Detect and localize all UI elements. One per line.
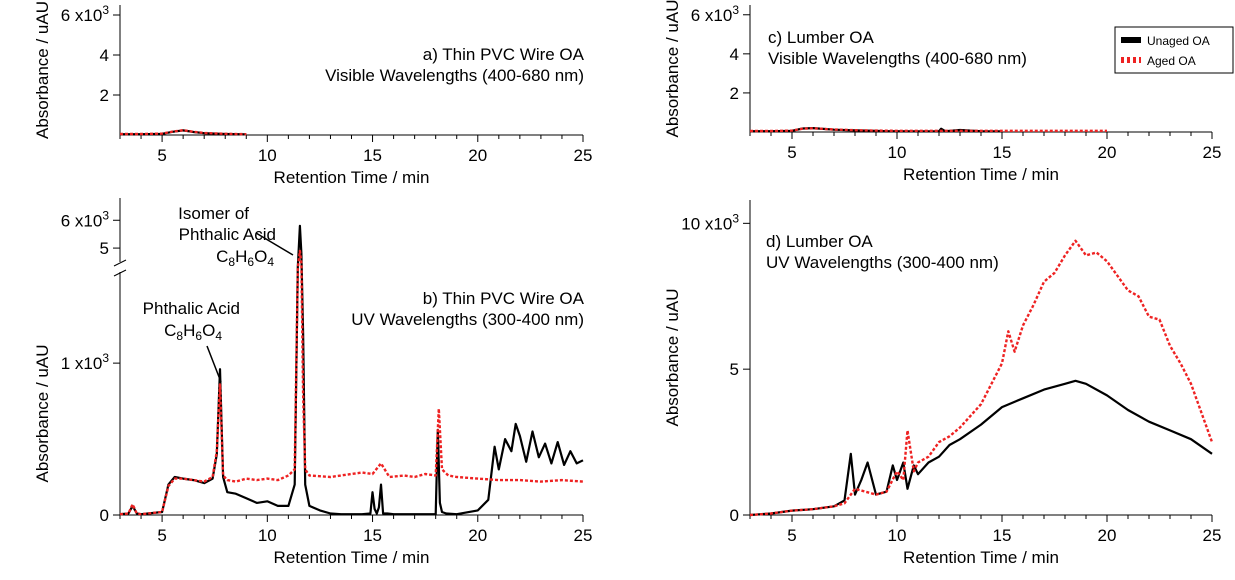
series-b-aged	[119, 249, 584, 516]
legend-label-aged: Aged OA	[1147, 54, 1196, 68]
chart-c: 5 10 15 20 25 Retention Time / min 2 4 6 x103 Abs…	[663, 0, 1221, 184]
x-axis-title-d: Retention Time / min	[903, 548, 1059, 567]
x-tick-label-b-1: 10	[258, 526, 277, 545]
y-tick-label-b-low-1: 1 x103	[61, 351, 110, 373]
panel-label-b-1: UV Wavelengths (300-400 nm)	[351, 310, 584, 329]
x-tick-label-c-1: 10	[888, 143, 907, 162]
y-axis-title-b: Absorbance / uAU	[33, 345, 52, 483]
x-tick-label-c-3: 20	[1098, 143, 1117, 162]
y-tick-label-d-0: 0	[730, 506, 739, 525]
annotation-isomer-formula: C8H6O4	[216, 247, 274, 269]
x-axis-title-a: Retention Time / min	[274, 168, 430, 187]
y-tick-label-d-2: 10 x103	[681, 211, 739, 233]
annotation-phthalic-acid-pointer	[206, 345, 222, 383]
series-b-unaged	[119, 224, 584, 516]
panel-label-c-1: Visible Wavelengths (400-680 nm)	[768, 49, 1027, 68]
x-tick-label-c-0: 5	[787, 143, 796, 162]
x-axis-title-c: Retention Time / min	[903, 165, 1059, 184]
y-tick-label-b-up-1: 6 x103	[61, 208, 110, 230]
annotation-phthalic-acid-name: Phthalic Acid	[143, 299, 240, 318]
y-axis-title-c: Absorbance / uAU	[663, 0, 682, 137]
series-d-aged	[749, 239, 1214, 517]
x-tick-label-a-1: 10	[258, 146, 277, 165]
chart-d: 5 10 15 20 25 Retention Time / min 0 5 10 x103 Ab…	[663, 200, 1221, 567]
annotation-phthalic-acid-formula: C8H6O4	[164, 321, 222, 343]
y-tick-label-a-2: 6 x103	[61, 3, 110, 25]
x-tick-label-a-2: 15	[363, 146, 382, 165]
chart-a: 5 10 15 20 25 Retention Time / min 2 4 6 x103 Abs…	[33, 1, 592, 187]
series-a-unaged	[120, 129, 247, 136]
y-axis-title-d: Absorbance / uAU	[663, 289, 682, 427]
legend-box	[1114, 26, 1234, 74]
y-tick-label-c-2: 6 x103	[691, 3, 740, 25]
series-d-unaged	[749, 379, 1213, 517]
panel-label-a-0: a) Thin PVC Wire OA	[423, 45, 585, 64]
x-axis-title-b: Retention Time / min	[274, 548, 430, 567]
x-tick-label-d-4: 25	[1203, 526, 1222, 545]
annotation-isomer-name-1: Phthalic Acid	[179, 225, 276, 244]
x-tick-label-d-3: 20	[1098, 526, 1117, 545]
x-tick-label-c-2: 15	[993, 143, 1012, 162]
x-tick-label-c-4: 25	[1203, 143, 1222, 162]
legend-label-unaged: Unaged OA	[1147, 34, 1210, 48]
y-tick-label-c-1: 4	[730, 45, 739, 64]
panel-label-a-1: Visible Wavelengths (400-680 nm)	[325, 66, 584, 85]
annotation-isomer-name-0: Isomer of	[178, 204, 249, 223]
y-axis-title-a: Absorbance / uAU	[33, 1, 52, 139]
x-tick-label-a-0: 5	[157, 146, 166, 165]
x-tick-label-a-3: 20	[468, 146, 487, 165]
axis-break-mark-lower	[113, 269, 127, 277]
y-tick-label-c-0: 2	[730, 84, 739, 103]
chart-b: 5 10 15 20 25 Retention Time / min 0 1 x103 5 6 x…	[33, 198, 592, 567]
annotation-isomer-pointer	[255, 232, 294, 256]
panel-label-d-0: d) Lumber OA	[766, 232, 873, 251]
axis-break-mark-upper	[113, 259, 127, 267]
legend: Unaged OA Aged OA	[1114, 26, 1234, 74]
series-c-aged	[750, 127, 1107, 133]
y-tick-label-a-1: 4	[100, 46, 109, 65]
y-tick-label-b-up-0: 5	[100, 239, 109, 258]
x-tick-label-d-1: 10	[888, 526, 907, 545]
x-tick-label-a-4: 25	[574, 146, 593, 165]
x-tick-label-b-4: 25	[574, 526, 593, 545]
x-tick-label-b-3: 20	[468, 526, 487, 545]
panel-label-c-0: c) Lumber OA	[768, 28, 874, 47]
x-tick-label-b-0: 5	[157, 526, 166, 545]
y-tick-label-d-1: 5	[730, 360, 739, 379]
x-tick-label-d-2: 15	[993, 526, 1012, 545]
y-tick-label-b-low-0: 0	[100, 506, 109, 525]
x-tick-label-d-0: 5	[787, 526, 796, 545]
y-tick-label-a-0: 2	[100, 86, 109, 105]
panel-label-b-0: b) Thin PVC Wire OA	[423, 289, 585, 308]
panel-label-d-1: UV Wavelengths (300-400 nm)	[766, 253, 999, 272]
x-tick-label-b-2: 15	[363, 526, 382, 545]
